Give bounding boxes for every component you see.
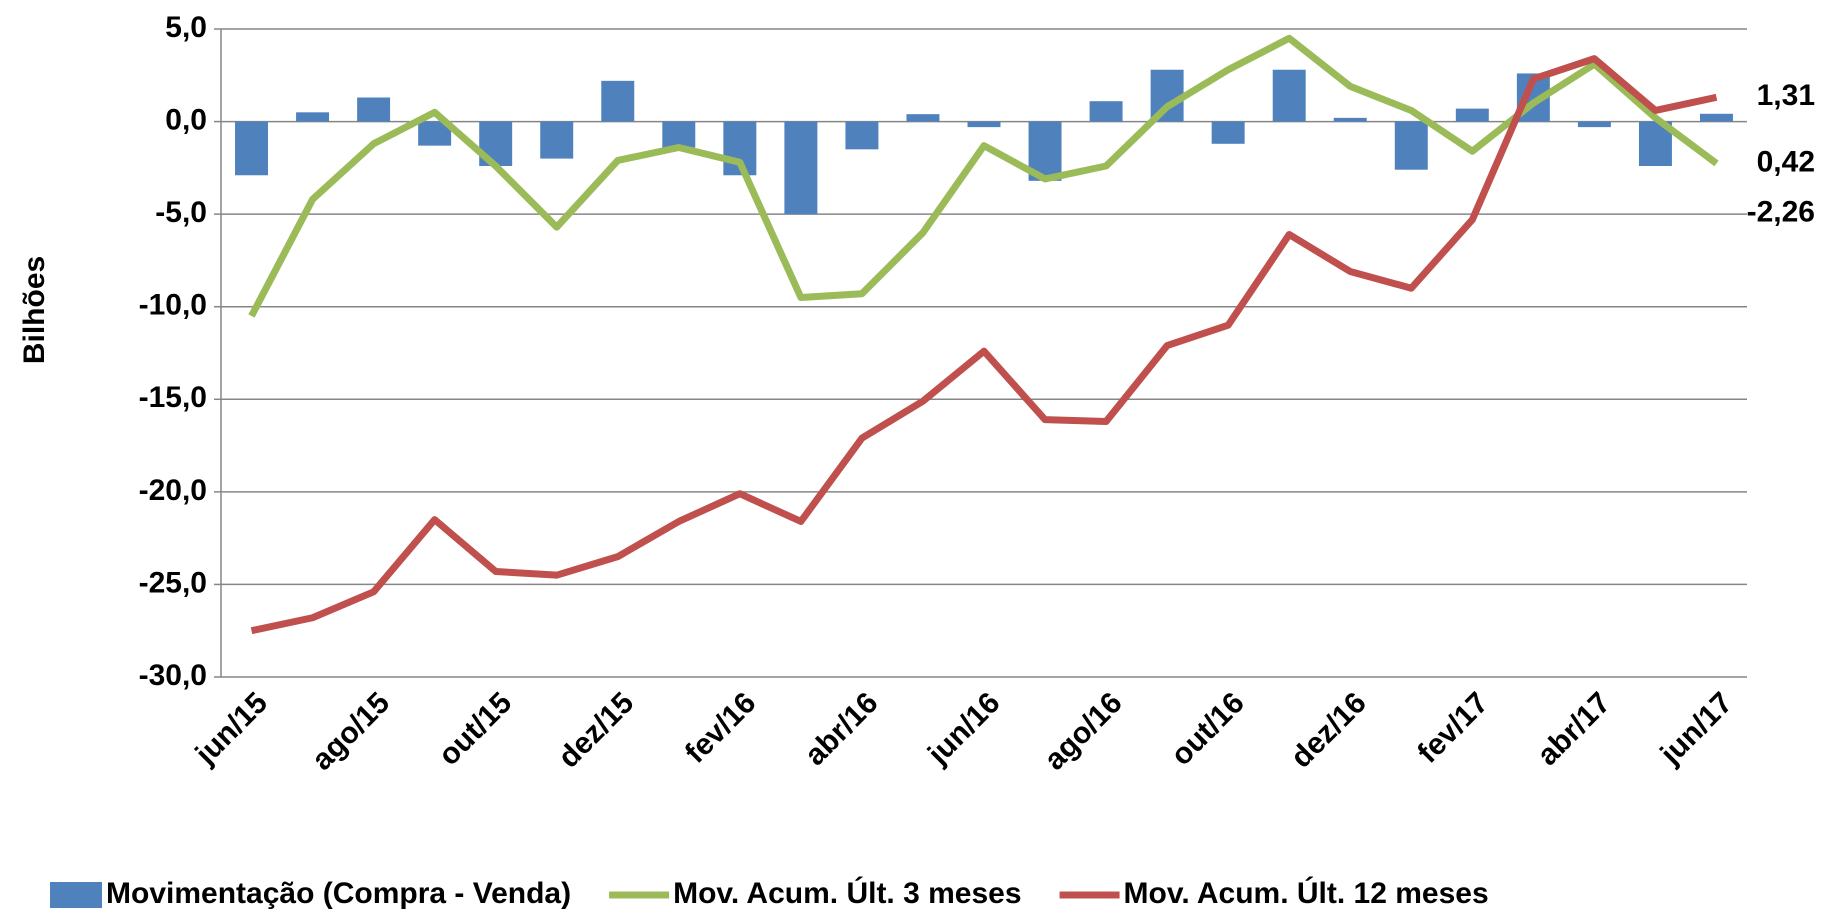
bar: [784, 121, 818, 215]
legend-label: Mov. Acum. Últ. 12 meses: [1124, 876, 1489, 910]
value-label: 0,42: [1757, 146, 1815, 179]
value-label: 1,31: [1757, 79, 1815, 112]
bar: [967, 121, 1001, 128]
bar: [1394, 121, 1428, 170]
x-tick-label: abr/16: [799, 686, 885, 772]
bar: [296, 112, 330, 122]
bar: [1455, 108, 1489, 122]
y-tick-label: -15,0: [139, 381, 207, 414]
x-tick-label: ago/16: [1038, 686, 1129, 777]
x-tick-label: dez/16: [1285, 686, 1373, 774]
bar: [1272, 69, 1306, 122]
legend-swatch: [50, 882, 102, 908]
y-tick-label: -5,0: [155, 196, 207, 229]
x-tick-label: fev/17: [1411, 686, 1494, 769]
bar: [357, 97, 391, 122]
y-axis-label: Bilhões: [18, 256, 51, 364]
bar: [1577, 121, 1611, 128]
bar: [1089, 101, 1123, 122]
legend-label: Movimentação (Compra - Venda): [106, 877, 571, 910]
bar: [601, 80, 635, 122]
x-tick-label: fev/16: [679, 686, 762, 769]
value-label: -2,26: [1747, 195, 1815, 228]
bar: [662, 121, 696, 148]
x-tick-label: out/16: [1165, 686, 1251, 772]
bar: [235, 121, 269, 176]
x-tick-label: jun/17: [1654, 686, 1739, 771]
bar: [845, 121, 879, 150]
x-tick-label: out/15: [432, 686, 518, 772]
y-tick-label: -20,0: [139, 474, 207, 507]
y-tick-label: -10,0: [139, 289, 207, 322]
x-tick-label: jun/15: [189, 686, 274, 771]
x-tick-label: abr/17: [1531, 686, 1617, 772]
legend-label: Mov. Acum. Últ. 3 meses: [673, 876, 1021, 910]
bar: [540, 121, 574, 159]
y-tick-label: 0,0: [165, 103, 207, 136]
bar: [906, 114, 940, 122]
line: [250, 55, 1718, 635]
bar: [1211, 121, 1245, 144]
x-tick-label: dez/15: [552, 686, 640, 774]
y-tick-label: -25,0: [139, 566, 207, 599]
bar: [1699, 113, 1733, 122]
x-tick-label: ago/15: [306, 686, 397, 777]
bar: [1333, 117, 1367, 122]
x-tick-label: jun/16: [921, 686, 1006, 771]
y-tick-label: 5,0: [165, 11, 207, 44]
y-tick-label: -30,0: [139, 659, 207, 692]
line: [248, 34, 1719, 318]
